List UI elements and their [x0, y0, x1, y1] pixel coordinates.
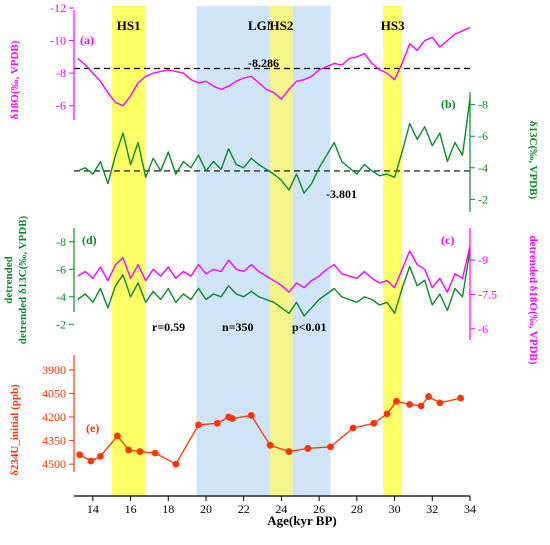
event-band-hs1	[111, 6, 146, 496]
y-axis-e-ticklabel-4: 4500	[42, 457, 66, 471]
series-e-point	[125, 446, 133, 454]
x-ticklabel-6: 26	[313, 502, 325, 516]
series-e-point	[172, 460, 180, 468]
mean-b-label: -3.801	[326, 187, 357, 201]
y-axis-b-ticklabel-2: -6	[478, 129, 488, 143]
y-title-a: δ18O(‰, VPDB)	[9, 40, 21, 119]
series-e-point	[349, 424, 357, 432]
y-axis-b-ticklabel-3: -8	[478, 98, 488, 112]
event-label-hs2: HS2	[270, 18, 294, 33]
labels: Age(kyr BP) (a) (b) (d) (c) (e) -8.286 -…	[3, 33, 539, 528]
series-e-point	[266, 441, 274, 449]
y-title-c: detrended δ18O(‰, VPDB)	[527, 235, 539, 364]
y-title-d-prefix: detrended	[3, 256, 15, 303]
x-axis-title: Age(kyr BP)	[267, 513, 336, 528]
series-e-point	[151, 449, 159, 457]
y-axis-c-ticklabel-0: -6	[478, 322, 488, 336]
y-title-e: δ234U_initial (ppb)	[9, 384, 21, 476]
series-e-point	[247, 412, 255, 419]
series-a-line	[77, 26, 471, 107]
series-e-point	[87, 457, 95, 465]
panel-c-label: (c)	[441, 233, 454, 247]
series-e-point	[393, 397, 400, 405]
y-axis-e-ticklabel-0: 3900	[42, 363, 66, 377]
stat-n: n=350	[222, 320, 254, 334]
x-ticklabel-7: 28	[351, 502, 363, 516]
series-e-point	[213, 419, 221, 427]
series-e-point	[417, 402, 425, 410]
panel-a-label: (a)	[80, 33, 94, 47]
panel-d-label: (d)	[82, 233, 97, 247]
series-e-point	[327, 443, 334, 451]
series-e-point	[195, 421, 202, 429]
y-axis-e-ticklabel-2: 4200	[42, 410, 66, 424]
series-e-point	[113, 432, 121, 440]
series-d-line	[77, 249, 471, 317]
y-axis-c-ticklabel-2: -9	[478, 253, 488, 267]
x-ticklabel-5: 24	[275, 502, 287, 516]
event-band-hs3	[383, 6, 403, 496]
y-axis-a-ticklabel-2: -10	[50, 34, 66, 48]
panel-b-label: (b)	[441, 97, 456, 111]
series-b-line	[77, 98, 471, 194]
y-axis-d-ticklabel-0: -2	[56, 317, 66, 331]
series-c-line	[77, 246, 471, 293]
series-e-point	[97, 452, 104, 460]
y-axis-d-ticklabel-3: -8	[56, 235, 66, 249]
y-axis-a-ticklabel-0: -6	[56, 99, 66, 113]
series-e-point	[229, 415, 236, 422]
y-axis-d-ticklabel-2: -6	[56, 262, 66, 276]
data-panels	[74, 26, 471, 468]
x-ticklabel-9: 32	[426, 502, 438, 516]
stat-r: r=0.59	[152, 320, 185, 334]
axes: -6 -8 -10 -12 -2 -4 -6 -8 -2 -4 -6 -8 -6 -7.5 -9 3900 40…	[42, 1, 497, 516]
y-axis-e-ticklabel-3: 4350	[42, 434, 66, 448]
stat-p: p<0.01	[292, 320, 327, 334]
mean-a-label: -8.286	[248, 56, 279, 70]
x-ticklabel-1: 16	[125, 502, 137, 516]
event-label-hs3: HS3	[381, 18, 405, 33]
y-axis-b-ticklabel-0: -2	[478, 192, 488, 206]
x-ticklabel-10: 34	[464, 502, 476, 516]
series-e-point	[383, 410, 391, 418]
y-axis-d-ticklabel-1: -4	[56, 290, 66, 304]
y-title-b: δ13C(‰, VPDB)	[527, 121, 539, 200]
y-axis-a-ticklabel-1: -8	[56, 66, 66, 80]
series-e-point	[406, 401, 414, 408]
y-axis-b-ticklabel-1: -4	[478, 161, 488, 175]
x-ticklabel-4: 22	[238, 502, 250, 516]
series-e-point	[76, 451, 84, 459]
series-e-point	[436, 399, 444, 407]
panel-e-label: (e)	[86, 421, 99, 435]
y-axis-c-ticklabel-1: -7.5	[478, 287, 497, 301]
series-e-point	[425, 393, 432, 400]
series-e-point	[370, 419, 378, 427]
series-e-point	[136, 448, 144, 455]
event-band-hs2	[270, 6, 293, 496]
y-title-d: detrended δ13C(‰, VPDB)	[17, 215, 29, 344]
series-e-point	[285, 448, 293, 455]
y-axis-a-ticklabel-3: -12	[50, 1, 66, 15]
series-e-point	[457, 394, 464, 402]
x-ticklabel-3: 20	[200, 502, 212, 516]
x-ticklabel-2: 18	[162, 502, 174, 516]
series-e-point	[304, 445, 312, 452]
event-label-hs1: HS1	[117, 18, 141, 33]
x-ticklabel-8: 30	[389, 502, 401, 516]
x-ticklabel-0: 14	[87, 502, 99, 516]
y-axis-e-ticklabel-1: 4050	[42, 386, 66, 400]
